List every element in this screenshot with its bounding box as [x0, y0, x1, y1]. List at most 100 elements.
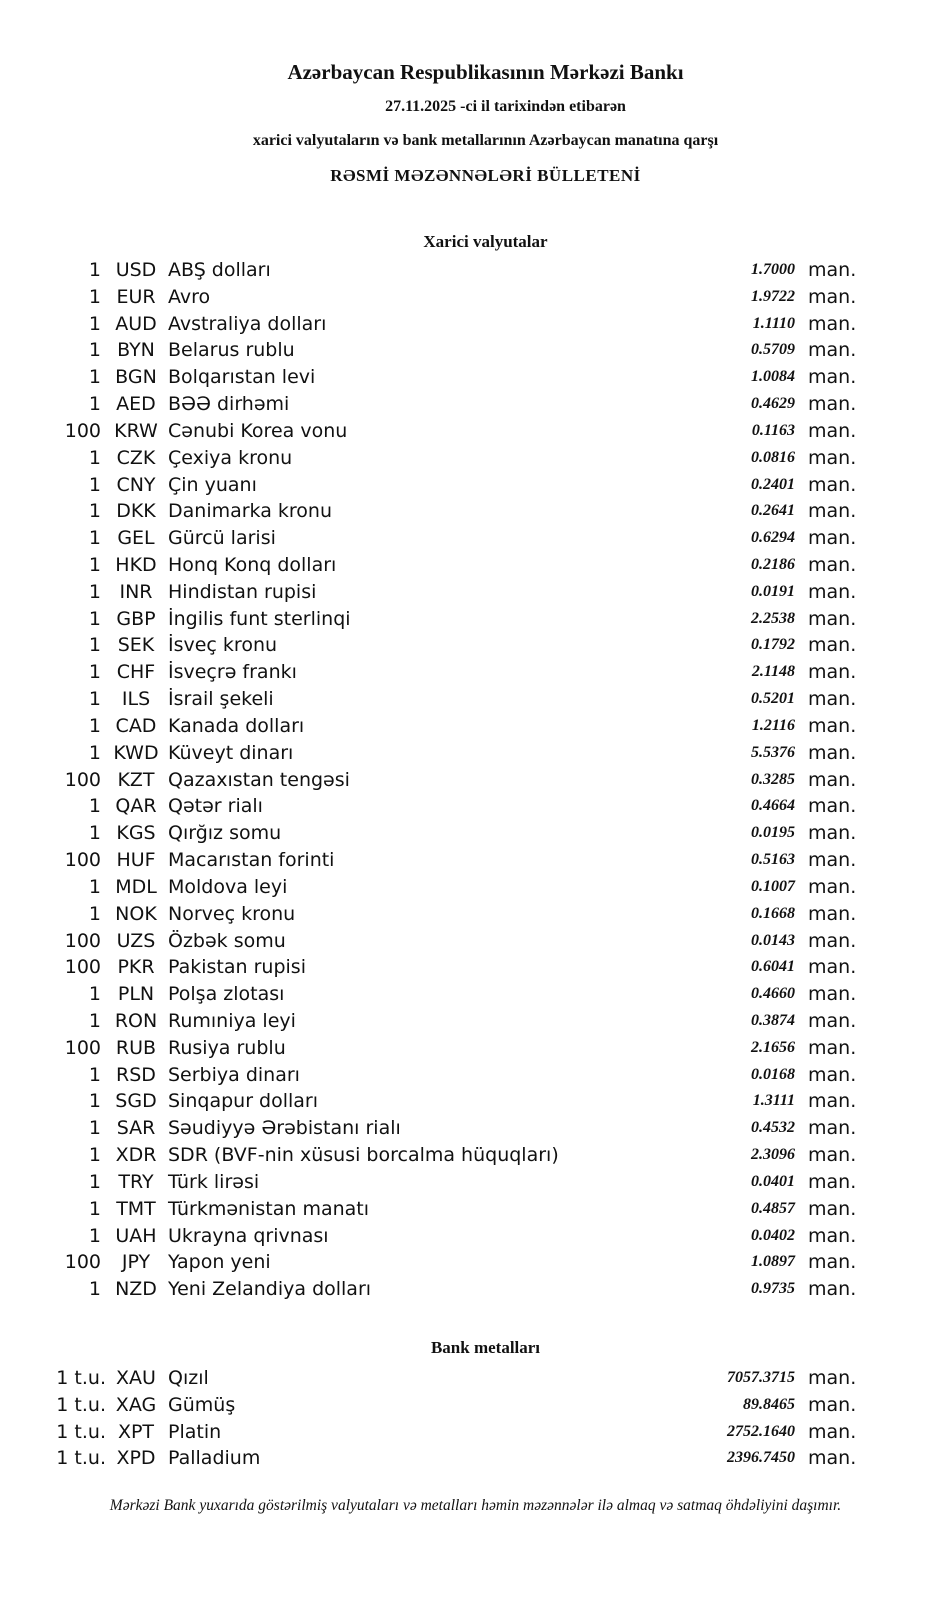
currency-row: 100 RUB Rusiya rublu 2.1656 man. [0, 1035, 951, 1061]
currency-row: 100 UZS Özbək somu 0.0143 man. [0, 928, 951, 954]
row-amount: 1 t.u. [56, 1394, 106, 1416]
row-name: ABŞ dolları [168, 259, 271, 281]
row-amount: 1 [88, 1090, 101, 1112]
row-unit: man. [808, 1251, 857, 1273]
row-unit: man. [808, 983, 857, 1005]
currency-row: 1 HKD Honq Konq dolları 0.2186 man. [0, 552, 951, 578]
row-unit: man. [808, 1447, 857, 1469]
row-name: Çexiya kronu [168, 447, 293, 469]
row-unit: man. [808, 634, 857, 656]
row-amount: 1 [88, 822, 101, 844]
row-code: HUF [116, 849, 156, 871]
currency-row: 1 NZD Yeni Zelandiya dolları 0.9735 man. [0, 1276, 951, 1302]
row-unit: man. [808, 259, 857, 281]
row-rate: 0.4532 [751, 1119, 795, 1136]
row-code: KRW [114, 420, 158, 442]
row-unit: man. [808, 688, 857, 710]
row-name: Qızıl [168, 1367, 209, 1389]
row-rate: 7057.3715 [727, 1369, 795, 1386]
row-rate: 0.5201 [751, 690, 795, 707]
row-amount: 1 [88, 1278, 101, 1300]
row-code: EUR [116, 286, 156, 308]
row-amount: 1 [88, 393, 101, 415]
row-unit: man. [808, 608, 857, 630]
row-code: SAR [116, 1117, 156, 1139]
row-code: INR [119, 581, 153, 603]
row-amount: 1 [88, 1117, 101, 1139]
row-unit: man. [808, 930, 857, 952]
row-name: Qazaxıstan tengəsi [168, 769, 350, 791]
row-amount: 1 [88, 447, 101, 469]
row-name: BƏƏ dirhəmi [168, 393, 290, 415]
row-code: ILS [121, 688, 151, 710]
row-amount: 100 [64, 956, 101, 978]
row-name: Moldova leyi [168, 876, 288, 898]
row-code: DKK [116, 500, 156, 522]
row-unit: man. [808, 1278, 857, 1300]
row-amount: 1 [88, 688, 101, 710]
row-rate: 1.2116 [751, 717, 795, 734]
currency-row: 1 CAD Kanada dolları 1.2116 man. [0, 713, 951, 739]
row-name: Serbiya dinarı [168, 1064, 300, 1086]
row-code: MDL [115, 876, 157, 898]
row-unit: man. [808, 1367, 857, 1389]
currency-row: 1 UAH Ukrayna qrivnası 0.0402 man. [0, 1223, 951, 1249]
currency-row: 1 AED BƏƏ dirhəmi 0.4629 man. [0, 391, 951, 417]
row-name: Gürcü larisi [168, 527, 276, 549]
row-amount: 1 [88, 795, 101, 817]
metal-row: 1 t.u. XPD Palladium 2396.7450 man. [0, 1445, 951, 1471]
row-amount: 1 [88, 715, 101, 737]
row-amount: 1 [88, 286, 101, 308]
row-name: İsveçrə frankı [168, 661, 297, 683]
row-rate: 5.5376 [751, 744, 795, 761]
row-unit: man. [808, 1037, 857, 1059]
row-rate: 1.3111 [752, 1092, 795, 1109]
currency-row: 1 CZK Çexiya kronu 0.0816 man. [0, 445, 951, 471]
currency-row: 1 INR Hindistan rupisi 0.0191 man. [0, 579, 951, 605]
row-code: XAU [116, 1367, 156, 1389]
footer-note: Mərkəzi Bank yuxarıda göstərilmiş valyut… [109, 1497, 842, 1514]
row-amount: 1 t.u. [56, 1367, 106, 1389]
metal-row: 1 t.u. XAG Gümüş 89.8465 man. [0, 1392, 951, 1418]
row-unit: man. [808, 822, 857, 844]
row-rate: 0.2186 [751, 556, 795, 573]
row-amount: 1 [88, 608, 101, 630]
currency-row: 1 CHF İsveçrə frankı 2.1148 man. [0, 659, 951, 685]
row-code: KWD [113, 742, 159, 764]
row-amount: 1 [88, 339, 101, 361]
currency-row: 1 QAR Qətər rialı 0.4664 man. [0, 793, 951, 819]
row-amount: 1 [88, 661, 101, 683]
row-rate: 0.0143 [751, 932, 795, 949]
row-rate: 0.0195 [751, 824, 795, 841]
row-name: Qətər rialı [168, 795, 263, 817]
row-amount: 1 t.u. [56, 1421, 106, 1443]
row-code: TMT [116, 1198, 156, 1220]
currency-row: 1 USD ABŞ dolları 1.7000 man. [0, 257, 951, 283]
row-unit: man. [808, 1394, 857, 1416]
row-amount: 1 t.u. [56, 1447, 106, 1469]
row-unit: man. [808, 956, 857, 978]
currency-row: 1 SAR Səudiyyə Ərəbistanı rialı 0.4532 man. [0, 1115, 951, 1141]
row-code: AUD [115, 313, 157, 335]
currency-row: 100 KZT Qazaxıstan tengəsi 0.3285 man. [0, 767, 951, 793]
row-name: Küveyt dinarı [168, 742, 294, 764]
row-amount: 1 [88, 1064, 101, 1086]
row-code: NOK [115, 903, 157, 925]
row-name: Özbək somu [168, 930, 286, 952]
row-amount: 1 [88, 903, 101, 925]
currency-row: 1 KGS Qırğız somu 0.0195 man. [0, 820, 951, 846]
currency-row: 1 GEL Gürcü larisi 0.6294 man. [0, 525, 951, 551]
row-amount: 100 [64, 849, 101, 871]
row-amount: 100 [64, 1037, 101, 1059]
row-name: İngilis funt sterlinqi [168, 608, 351, 630]
metal-row: 1 t.u. XPT Platin 2752.1640 man. [0, 1419, 951, 1445]
row-rate: 0.9735 [751, 1280, 795, 1297]
row-code: CZK [116, 447, 156, 469]
row-rate: 0.1163 [751, 422, 795, 439]
row-rate: 2.3096 [751, 1146, 795, 1163]
row-code: XPD [116, 1447, 156, 1469]
row-rate: 2.1148 [751, 663, 795, 680]
currency-row: 1 ILS İsrail şekeli 0.5201 man. [0, 686, 951, 712]
row-unit: man. [808, 1117, 857, 1139]
row-unit: man. [808, 447, 857, 469]
